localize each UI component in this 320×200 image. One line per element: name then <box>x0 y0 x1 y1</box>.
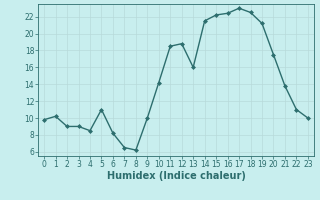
X-axis label: Humidex (Indice chaleur): Humidex (Indice chaleur) <box>107 171 245 181</box>
